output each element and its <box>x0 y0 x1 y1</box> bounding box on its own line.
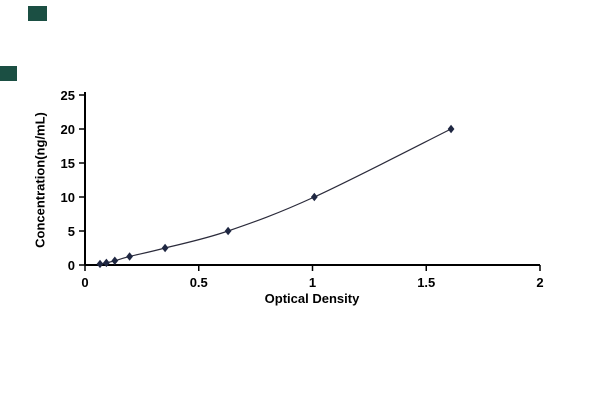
data-point-marker <box>161 243 169 253</box>
corner-accent-top-icon <box>28 6 47 21</box>
data-point-marker <box>447 124 455 134</box>
data-point-marker <box>310 192 318 202</box>
y-tick-label: 15 <box>61 156 75 171</box>
data-point-marker <box>224 226 232 236</box>
data-point-marker <box>96 259 104 269</box>
data-point-marker <box>111 256 119 265</box>
y-tick-label: 5 <box>68 224 75 239</box>
x-tick-label: 2 <box>536 275 543 290</box>
y-tick-label: 0 <box>68 258 75 273</box>
x-tick-label: 1.5 <box>417 275 435 290</box>
y-tick-label: 10 <box>61 190 75 205</box>
x-axis-label: Optical Density <box>264 291 360 306</box>
x-tick-label: 1 <box>309 275 316 290</box>
x-tick-label: 0.5 <box>190 275 208 290</box>
y-tick-label: 20 <box>61 122 75 137</box>
data-point-marker <box>102 258 110 268</box>
y-axis-label: Concentration(ng/mL) <box>32 112 48 248</box>
data-point-marker <box>126 252 133 261</box>
curve-line <box>99 128 452 265</box>
corner-accent-left-icon <box>0 66 17 81</box>
y-tick-label: 25 <box>61 88 75 103</box>
x-tick-label: 0 <box>81 275 88 290</box>
